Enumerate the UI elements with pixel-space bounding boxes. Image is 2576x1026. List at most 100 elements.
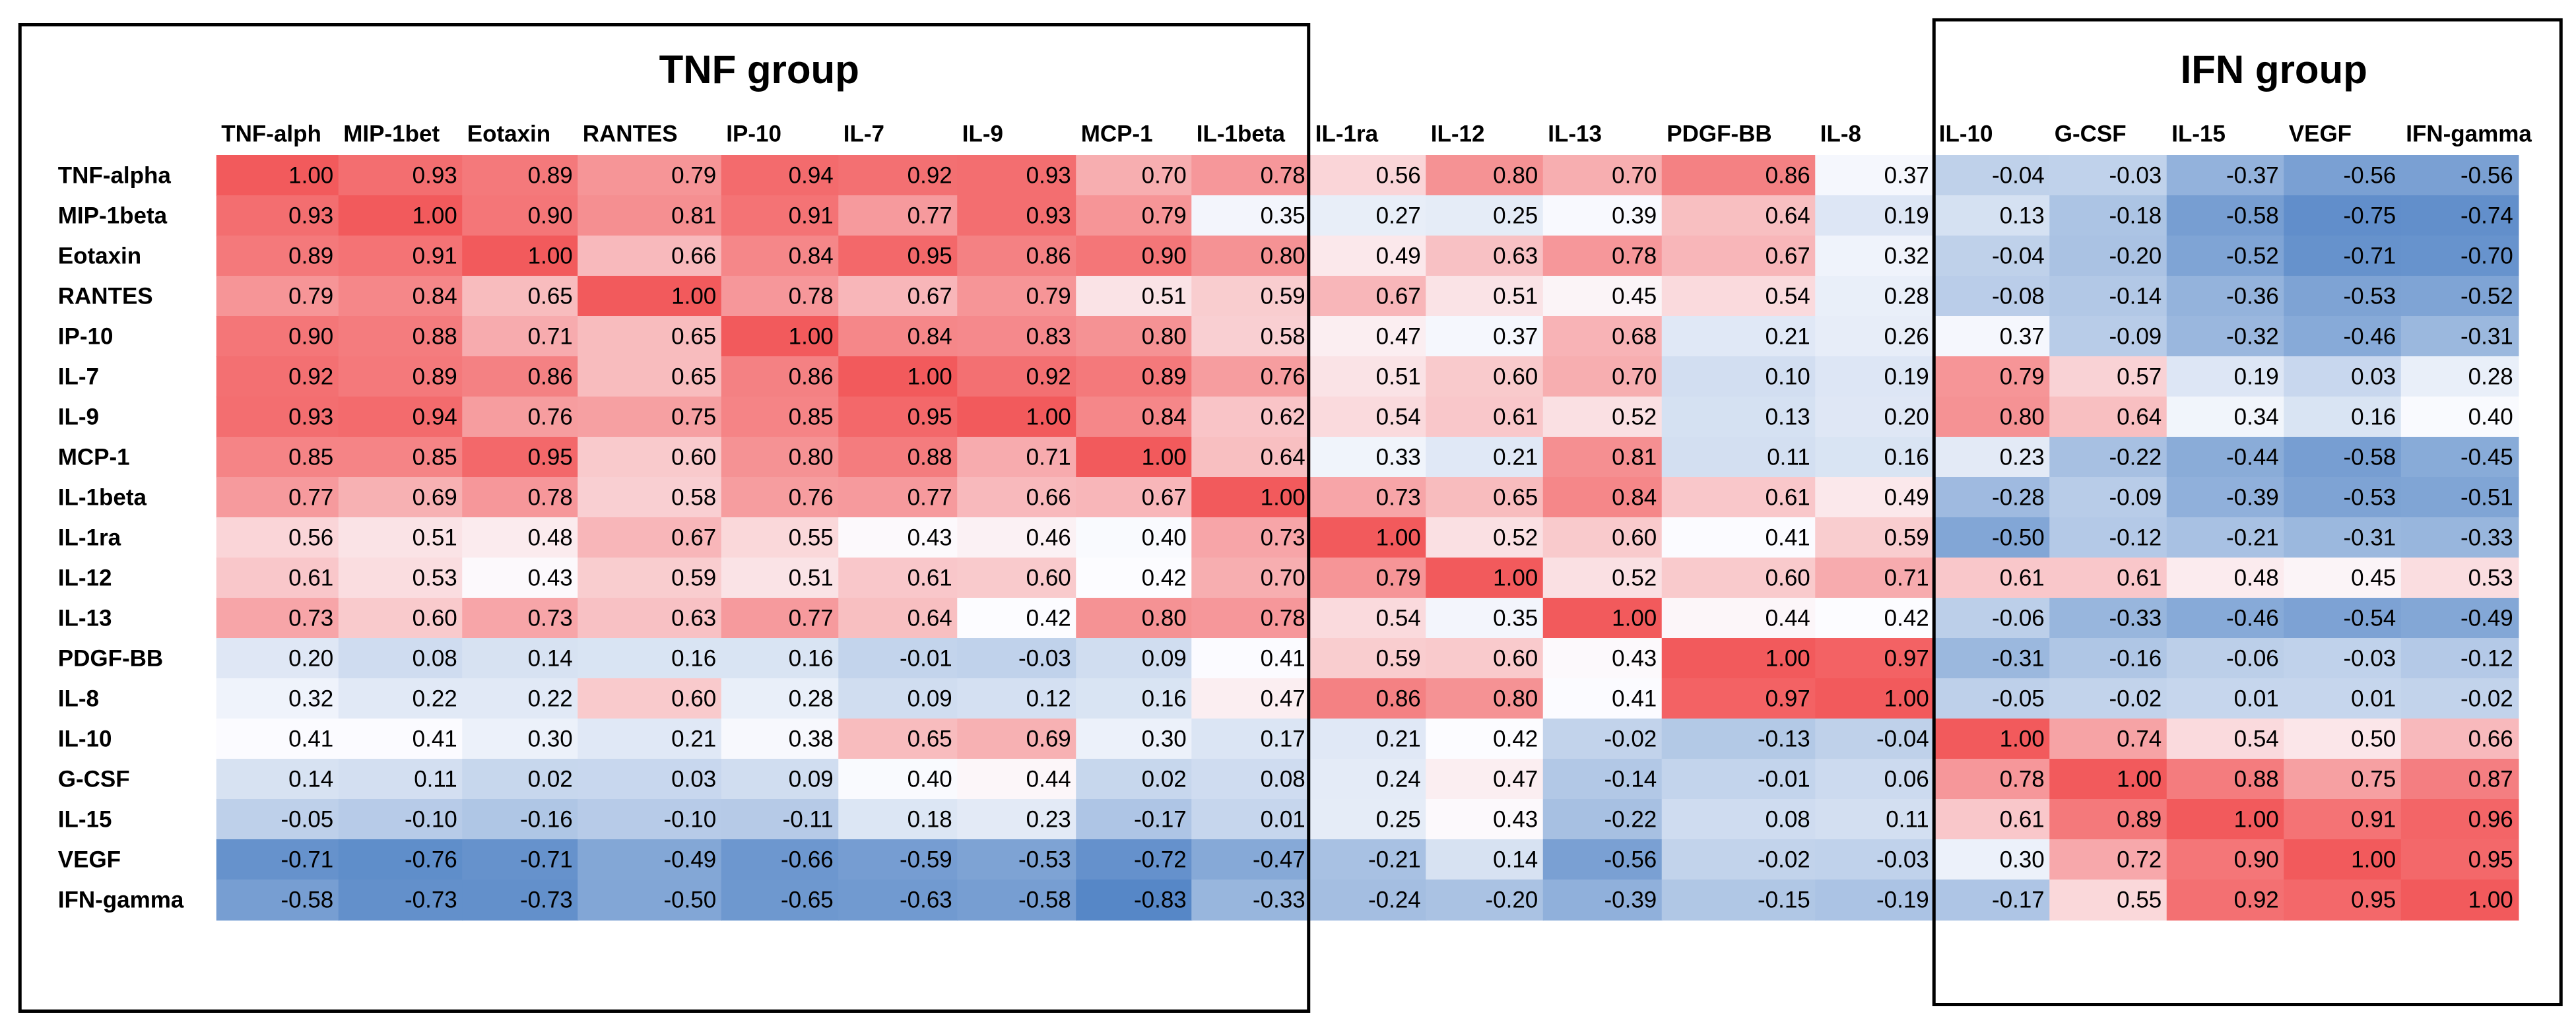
heat-cell — [462, 517, 579, 559]
cell-value: 0.78 — [1612, 243, 1657, 269]
cell-value: -0.73 — [405, 887, 457, 913]
heat-cell — [1310, 356, 1427, 398]
heat-cell — [838, 397, 958, 438]
heat-cell — [2400, 195, 2519, 237]
cell-value: 0.64 — [1766, 203, 1810, 228]
heat-cell — [2284, 236, 2402, 277]
heat-cell — [2400, 558, 2519, 599]
heat-cell — [1934, 195, 2051, 237]
cell-value: 0.14 — [288, 766, 333, 792]
heat-cell — [578, 356, 722, 398]
heat-cell — [2400, 437, 2519, 478]
heat-cell — [721, 356, 840, 398]
cell-value: 0.54 — [2234, 726, 2279, 752]
heat-cell — [2284, 517, 2402, 559]
cell-value: 0.84 — [413, 283, 457, 309]
cell-value: 0.78 — [1261, 162, 1305, 188]
row-label: IL-9 — [58, 404, 99, 430]
cell-value: 0.44 — [1026, 766, 1071, 792]
cell-value: -0.16 — [520, 806, 573, 832]
cell-value: 0.16 — [789, 645, 834, 671]
cell-value: -0.39 — [2226, 484, 2279, 510]
heat-cell — [2284, 558, 2402, 599]
cell-value: 0.43 — [908, 525, 952, 550]
cell-value: -0.33 — [2109, 605, 2162, 631]
cell-value: 0.06 — [1884, 766, 1929, 792]
cell-value: 1.00 — [671, 283, 716, 309]
heat-cell — [1661, 155, 1816, 197]
cell-value: -0.59 — [900, 847, 952, 872]
heat-cell — [338, 839, 463, 881]
cell-value: 0.16 — [1884, 444, 1929, 470]
cell-value: 0.20 — [1884, 404, 1929, 430]
row-label: IL-10 — [58, 726, 112, 752]
heat-cell — [216, 759, 339, 800]
cell-value: -0.50 — [663, 887, 716, 913]
cell-value: 0.58 — [1261, 323, 1305, 349]
heat-cell — [1191, 155, 1311, 197]
heat-cell — [338, 236, 463, 277]
cell-value: 0.76 — [1261, 364, 1305, 389]
heat-cell — [1076, 236, 1193, 277]
cell-value: 0.86 — [789, 364, 834, 389]
cell-value: 0.61 — [908, 565, 952, 591]
heat-cell — [1934, 397, 2051, 438]
heat-cell — [1076, 316, 1193, 358]
heat-cell — [1191, 437, 1311, 478]
heat-cell — [2400, 236, 2519, 277]
heat-cell — [1661, 356, 1816, 398]
cell-value: 0.34 — [2234, 404, 2279, 430]
cell-value: 0.61 — [288, 565, 333, 591]
cell-value: 0.21 — [1493, 444, 1538, 470]
cell-value: -0.21 — [1368, 847, 1421, 872]
heat-cell — [1191, 880, 1311, 921]
heat-cell — [2284, 477, 2402, 519]
cell-value: 0.81 — [1612, 444, 1657, 470]
cell-value: 0.48 — [2234, 565, 2279, 591]
cell-value: 0.69 — [1026, 726, 1071, 752]
heat-cell — [838, 437, 958, 478]
heat-cell — [2284, 356, 2402, 398]
cell-value: 0.63 — [1493, 243, 1538, 269]
cell-value: 0.41 — [1261, 645, 1305, 671]
cell-value: 0.95 — [2351, 887, 2396, 913]
heat-cell — [1076, 638, 1193, 680]
heat-cell — [1815, 155, 1935, 197]
heat-cell — [1310, 638, 1427, 680]
cell-value: 0.85 — [288, 444, 333, 470]
heat-cell — [1934, 598, 2051, 639]
cell-value: -0.58 — [1018, 887, 1071, 913]
heat-cell — [1542, 397, 1663, 438]
heat-cell — [1191, 195, 1311, 237]
heat-cell — [957, 678, 1077, 720]
heat-cell — [462, 477, 579, 519]
heat-cell — [462, 759, 579, 800]
cell-value: 0.84 — [908, 323, 952, 349]
cell-value: 1.00 — [1493, 565, 1538, 591]
cell-value: -0.37 — [2226, 162, 2279, 188]
cell-value: 0.01 — [2351, 686, 2396, 711]
row-label: IL-1ra — [58, 525, 121, 550]
cell-value: 0.80 — [789, 444, 834, 470]
cell-value: 0.80 — [1142, 605, 1187, 631]
heat-cell — [957, 316, 1077, 358]
cell-value: -0.18 — [2109, 203, 2162, 228]
cell-value: -0.09 — [2109, 323, 2162, 349]
heat-cell — [2166, 276, 2285, 317]
heat-cell — [2166, 397, 2285, 438]
cell-value: 0.83 — [1026, 323, 1071, 349]
cell-value: 0.51 — [1493, 283, 1538, 309]
heat-cell — [721, 236, 840, 277]
heat-cell — [1934, 477, 2051, 519]
cell-value: 0.58 — [671, 484, 716, 510]
cell-value: 0.77 — [908, 203, 952, 228]
heat-cell — [338, 477, 463, 519]
cell-value: 0.94 — [789, 162, 834, 188]
cell-value: 0.75 — [2351, 766, 2396, 792]
heat-cell — [1426, 437, 1544, 478]
cell-value: -0.20 — [1485, 887, 1538, 913]
heat-cell — [2166, 678, 2285, 720]
cell-value: 0.53 — [2468, 565, 2513, 591]
heat-cell — [838, 558, 958, 599]
heat-cell — [721, 678, 840, 720]
